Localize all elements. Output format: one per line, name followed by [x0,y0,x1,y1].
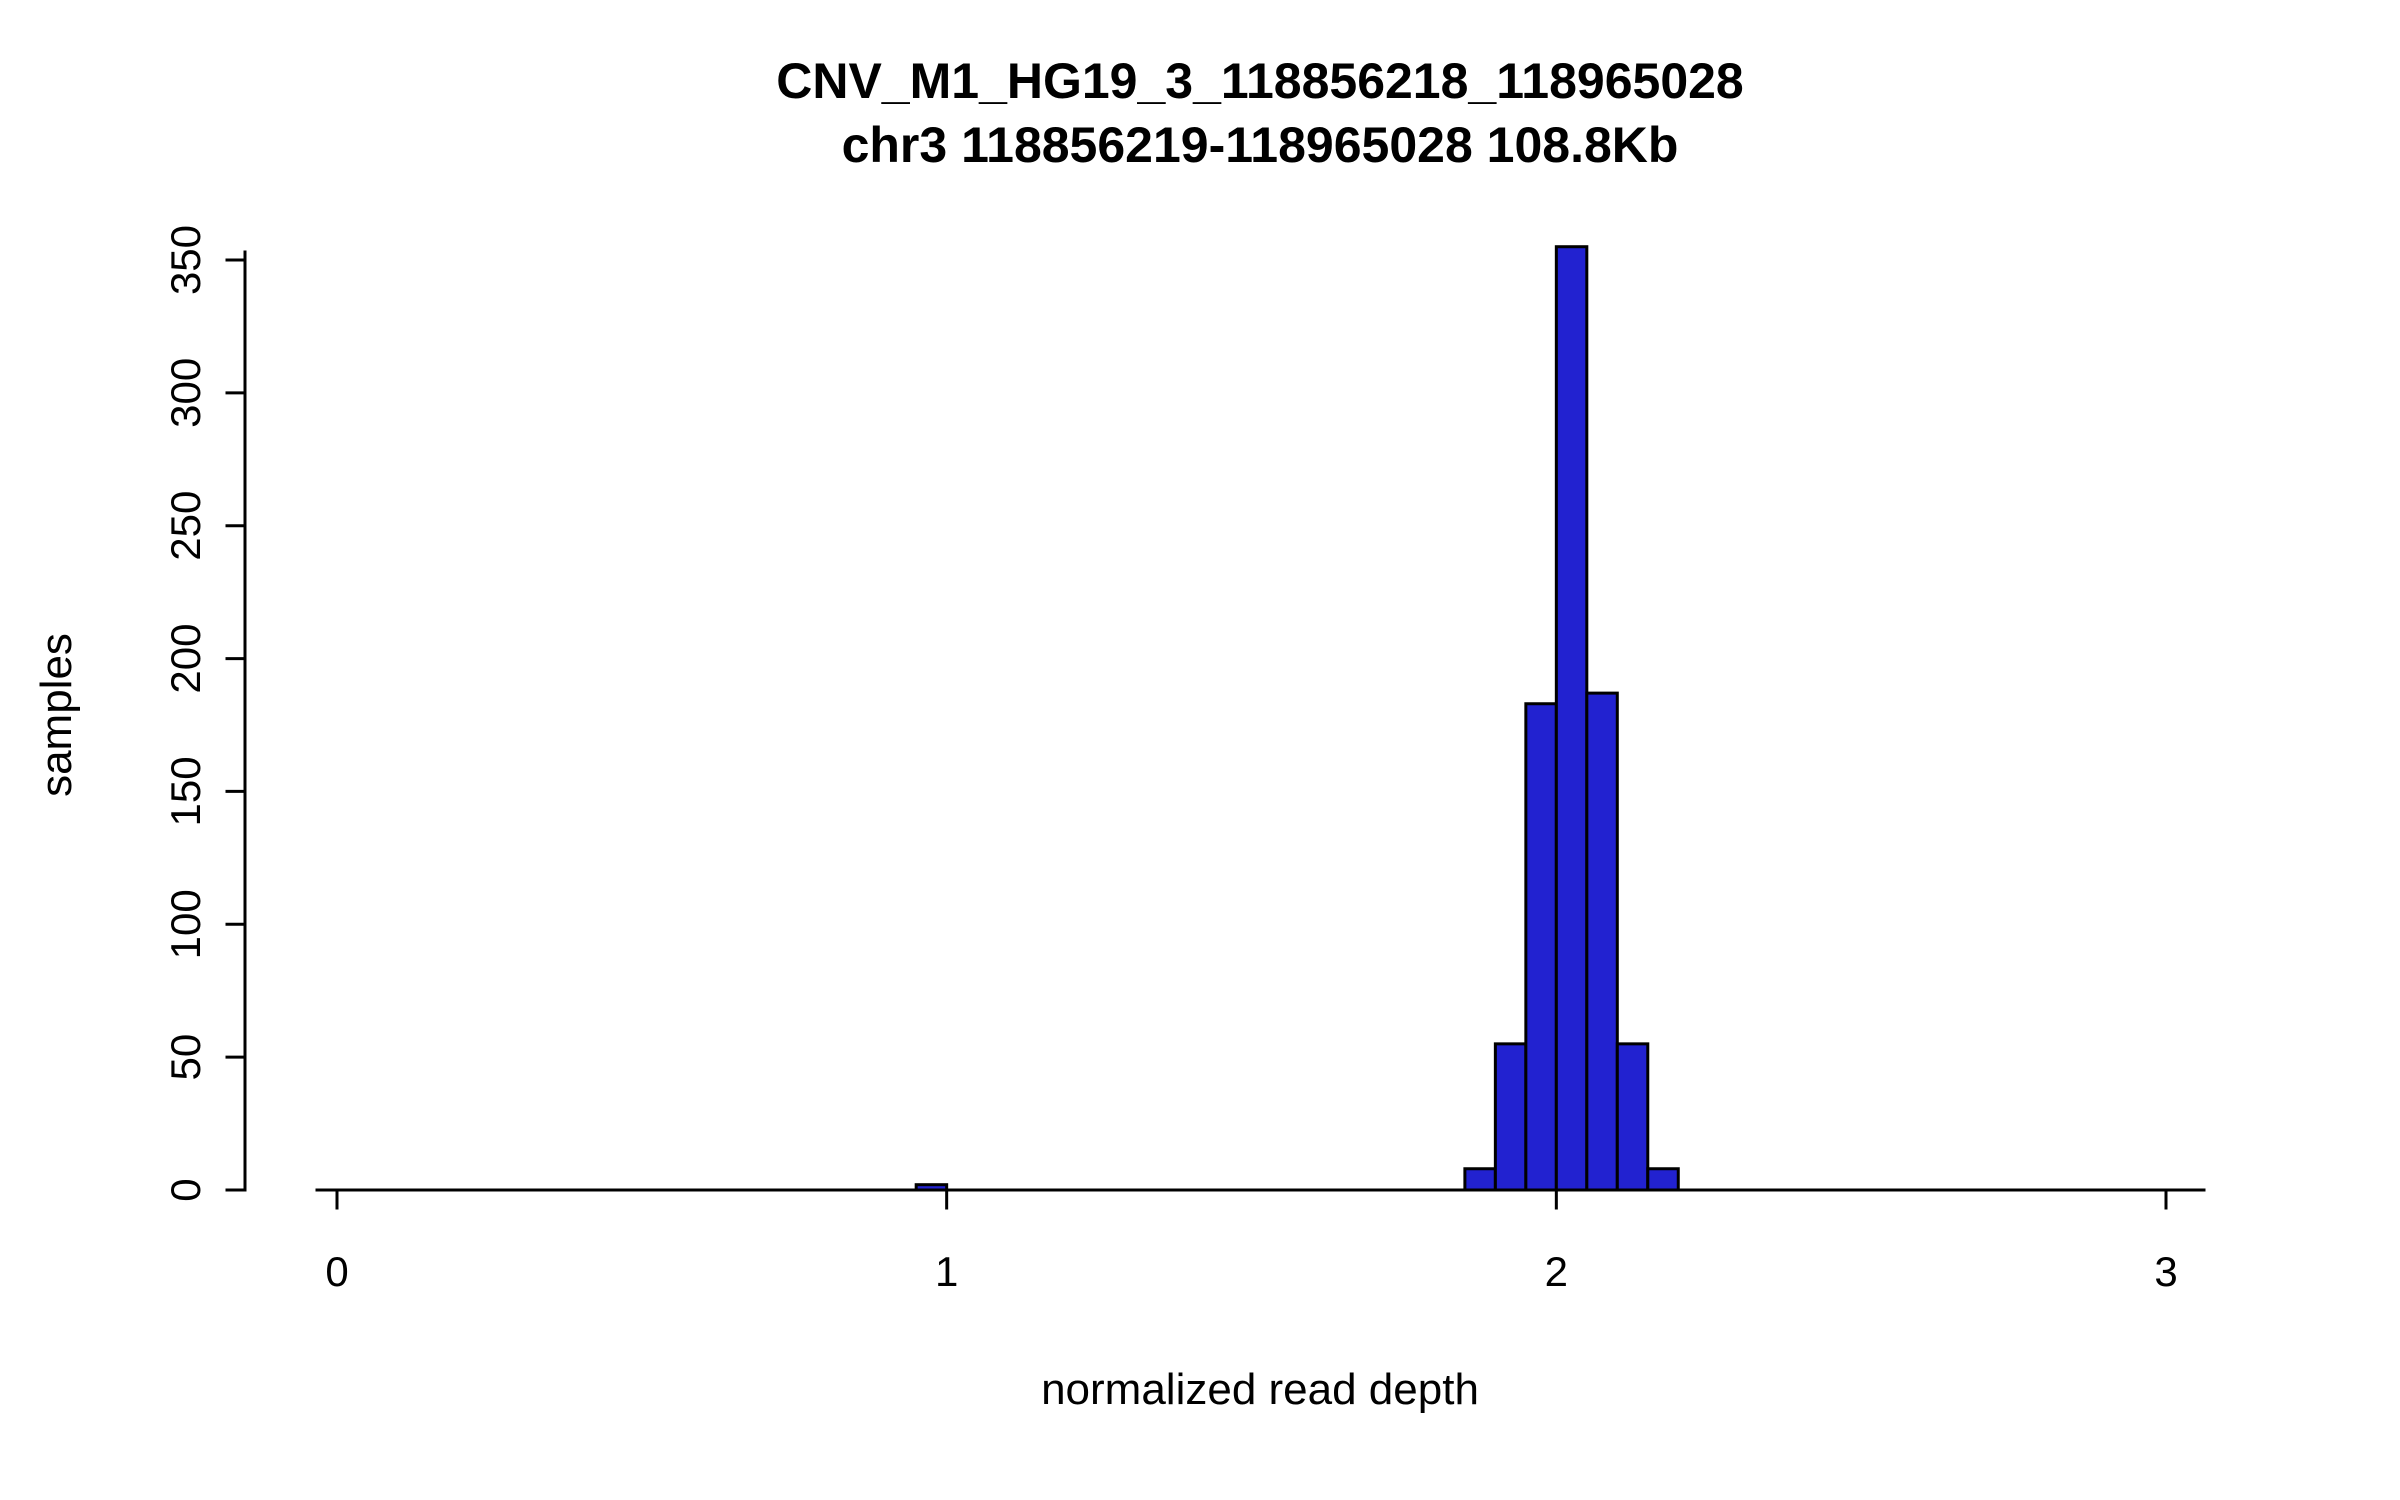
histogram-bar [1646,1167,1680,1192]
y-tick-label: 250 [162,491,209,561]
y-tick-label: 300 [162,358,209,428]
histogram-bar [1493,1042,1528,1192]
histogram-bar [1554,245,1589,1192]
y-tick-label: 350 [162,225,209,295]
x-tick-label: 1 [935,1248,958,1295]
histogram-bar [1585,691,1619,1192]
x-tick-label: 0 [325,1248,348,1295]
x-tick-label: 3 [2154,1248,2177,1295]
histogram-bar [1463,1167,1497,1192]
chart-subtitle: chr3 118856219-118965028 108.8Kb [841,117,1679,173]
histogram-bar [1615,1042,1650,1192]
y-tick-label: 100 [162,889,209,959]
y-tick-label: 150 [162,756,209,826]
x-tick-label: 2 [1545,1248,1568,1295]
y-tick-label: 0 [162,1178,209,1201]
y-tick-label: 50 [162,1034,209,1081]
histogram-bar [1524,702,1558,1192]
chart-title: CNV_M1_HG19_3_118856218_118965028 [776,53,1744,109]
y-tick-label: 200 [162,624,209,694]
x-axis-label: normalized read depth [1041,1365,1479,1414]
